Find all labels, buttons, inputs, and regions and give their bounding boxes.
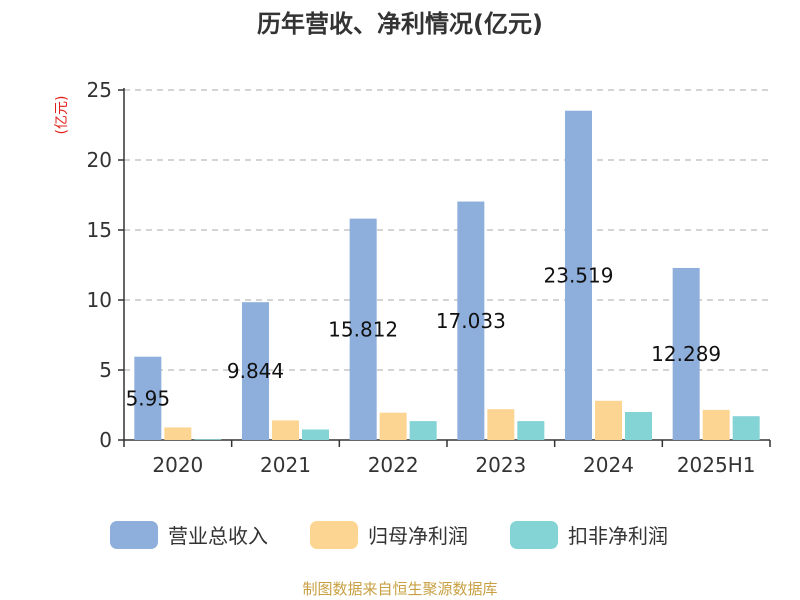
legend-item[interactable]: 营业总收入 [110,521,268,549]
x-tick-label: 2022 [368,453,419,477]
bar-revenue [672,267,700,440]
x-tick-label: 2020 [152,453,203,477]
legend-item[interactable]: 扣非净利润 [510,521,668,549]
x-tick-label: 2023 [475,453,526,477]
y-tick-label: 0 [99,428,112,452]
y-tick-label: 10 [87,288,112,312]
y-tick-label: 20 [87,148,112,172]
data-label: 23.519 [544,263,614,287]
data-label: 5.95 [126,386,171,410]
y-tick-label: 5 [99,358,112,382]
bar-net-profit [702,409,730,440]
data-label: 9.844 [227,359,284,383]
legend: 营业总收入 归母净利润 扣非净利润 [110,521,668,549]
y-axis-unit-label: (亿元) [54,96,70,135]
y-tick-label: 25 [87,78,112,102]
bar-net-profit [272,420,299,440]
bar-net-profit [379,412,407,440]
bar-revenue [457,201,485,440]
data-source-note: 制图数据来自恒生聚源数据库 [302,580,497,598]
bars [134,110,760,440]
bar-deducted-net-profit [625,412,652,440]
data-label: 15.812 [328,317,398,341]
data-labels: 5.95 9.844 15.812 17.033 23.519 12.289 [126,263,722,410]
legend-swatch [310,521,358,549]
legend-swatch [510,521,558,549]
bar-net-profit [164,427,192,440]
legend-label: 扣非净利润 [568,524,668,548]
bar-deducted-net-profit [194,439,222,440]
bar-deducted-net-profit [732,416,760,440]
bar-deducted-net-profit [409,421,437,440]
bar-revenue [349,218,377,440]
bar-deducted-net-profit [302,429,329,440]
bar-net-profit [595,400,622,440]
x-tick-label: 2021 [260,453,311,477]
legend-label: 归母净利润 [368,524,468,548]
x-tick-label: 2025H1 [677,453,756,477]
data-label: 17.033 [436,309,506,333]
data-label: 12.289 [651,342,721,366]
axes: 0 5 10 15 20 25 2020 2021 2022 2023 2024 2025H1 [87,78,771,477]
gridlines [124,89,770,371]
legend-item[interactable]: 归母净利润 [310,521,468,549]
bar-revenue [242,302,269,440]
legend-swatch [110,521,158,549]
legend-label: 营业总收入 [168,524,268,548]
x-tick-label: 2024 [583,453,634,477]
y-tick-label: 15 [87,218,112,242]
bar-deducted-net-profit [517,421,545,440]
bar-revenue [134,356,162,440]
bar-net-profit [487,409,515,440]
chart-title: 历年营收、净利情况(亿元) [257,10,543,38]
bar-revenue [565,110,592,440]
